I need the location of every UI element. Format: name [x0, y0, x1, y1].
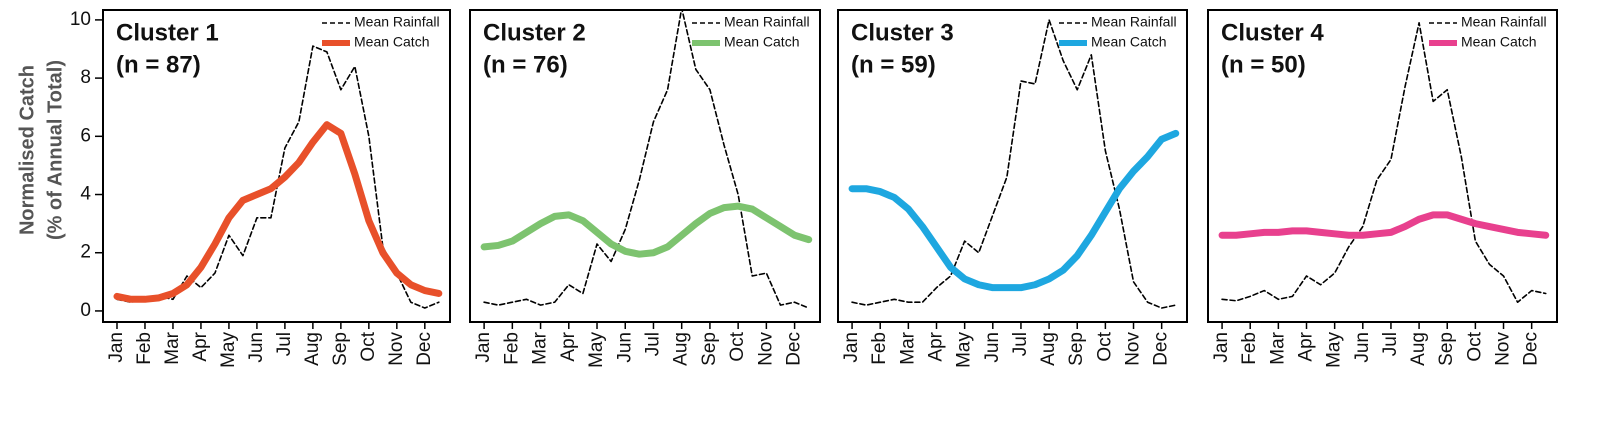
catch-line	[480, 202, 813, 258]
x-tick-label: Nov	[755, 332, 776, 366]
x-tick-label: Jul	[642, 332, 663, 356]
y-axis-label: Normalised Catch	[16, 65, 38, 235]
x-tick-label: Jun	[246, 332, 267, 363]
x-tick-label: Feb	[869, 332, 890, 365]
x-tick-label: Apr	[190, 331, 211, 361]
catch-line	[113, 121, 443, 303]
panel-subtitle: (n = 50)	[1221, 51, 1306, 78]
plot-frame	[1207, 9, 1558, 323]
x-tick-label: Dec	[1521, 332, 1542, 366]
x-tick-label: May	[586, 332, 607, 368]
catch-line	[848, 129, 1180, 292]
x-tick-label: Jun	[614, 332, 635, 363]
x-tick-label: Aug	[1038, 332, 1059, 366]
x-tick-label: Mar	[162, 331, 183, 364]
legend-label: Mean Rainfall	[724, 14, 810, 30]
x-tick-label: Jul	[1010, 332, 1031, 356]
panel-subtitle: (n = 87)	[116, 51, 201, 78]
x-tick-label: Jul	[1380, 332, 1401, 356]
x-tick-label: Feb	[501, 332, 522, 365]
panel-title: Cluster 1	[116, 19, 219, 46]
y-tick-label: 2	[80, 242, 91, 263]
plot-frame	[469, 9, 821, 323]
rainfall-line	[851, 19, 1177, 309]
x-tick-label: Aug	[302, 332, 323, 366]
x-tick-label: Feb	[1239, 332, 1260, 365]
x-tick-label: Dec	[414, 332, 435, 366]
y-axis-label: (% of Annual Total)	[44, 60, 66, 240]
x-tick-label: Oct	[1094, 331, 1115, 361]
legend-label: Mean Catch	[724, 34, 799, 50]
plot-frame	[102, 9, 451, 323]
x-tick-label: Mar	[897, 331, 918, 364]
y-tick-label: 0	[80, 300, 91, 321]
x-tick-label: Jun	[982, 332, 1003, 363]
panel-subtitle: (n = 59)	[851, 51, 936, 78]
y-tick-label: 4	[80, 184, 91, 205]
y-tick-label: 10	[70, 9, 91, 30]
x-tick-label: Mar	[530, 331, 551, 364]
legend-label: Mean Rainfall	[354, 14, 440, 30]
x-tick-label: Sep	[699, 332, 720, 366]
x-tick-label: Apr	[926, 331, 947, 361]
x-tick-label: Jan	[841, 332, 862, 363]
x-tick-label: Jun	[1352, 332, 1373, 363]
panel-title: Cluster 2	[483, 19, 586, 46]
x-tick-label: Jul	[274, 332, 295, 356]
x-tick-label: May	[1324, 332, 1345, 368]
panel-title: Cluster 3	[851, 19, 954, 46]
x-tick-label: Dec	[784, 332, 805, 366]
x-tick-label: Jan	[473, 332, 494, 363]
y-tick-label: 6	[80, 125, 91, 146]
x-tick-label: Feb	[134, 332, 155, 365]
legend-label: Mean Catch	[1091, 34, 1166, 50]
legend-label: Mean Rainfall	[1091, 14, 1177, 30]
x-tick-label: Nov	[1493, 332, 1514, 366]
x-tick-label: Dec	[1151, 332, 1172, 366]
x-tick-label: Jan	[1211, 332, 1232, 363]
x-tick-label: Nov	[1123, 332, 1144, 366]
rainfall-line	[1221, 22, 1547, 304]
catch-line	[1218, 211, 1550, 239]
x-tick-label: Mar	[1267, 331, 1288, 364]
x-tick-label: Aug	[1408, 332, 1429, 366]
x-tick-label: Jan	[106, 332, 127, 363]
x-tick-label: Sep	[1436, 332, 1457, 366]
x-tick-label: Oct	[358, 331, 379, 361]
y-tick-label: 8	[80, 67, 91, 88]
x-tick-label: Sep	[1066, 332, 1087, 366]
panel-title: Cluster 4	[1221, 19, 1324, 46]
x-tick-label: May	[218, 332, 239, 368]
legend-label: Mean Catch	[1461, 34, 1536, 50]
x-tick-label: May	[954, 332, 975, 368]
legend-label: Mean Rainfall	[1461, 14, 1547, 30]
x-tick-label: Oct	[727, 331, 748, 361]
x-tick-label: Apr	[558, 331, 579, 361]
x-tick-label: Oct	[1464, 331, 1485, 361]
x-tick-label: Nov	[386, 332, 407, 366]
rainfall-line	[483, 10, 810, 309]
x-tick-label: Sep	[330, 332, 351, 366]
legend-label: Mean Catch	[354, 34, 429, 50]
plot-frame	[837, 9, 1188, 323]
x-tick-label: Aug	[671, 332, 692, 366]
panel-subtitle: (n = 76)	[483, 51, 568, 78]
x-tick-label: Apr	[1296, 331, 1317, 361]
